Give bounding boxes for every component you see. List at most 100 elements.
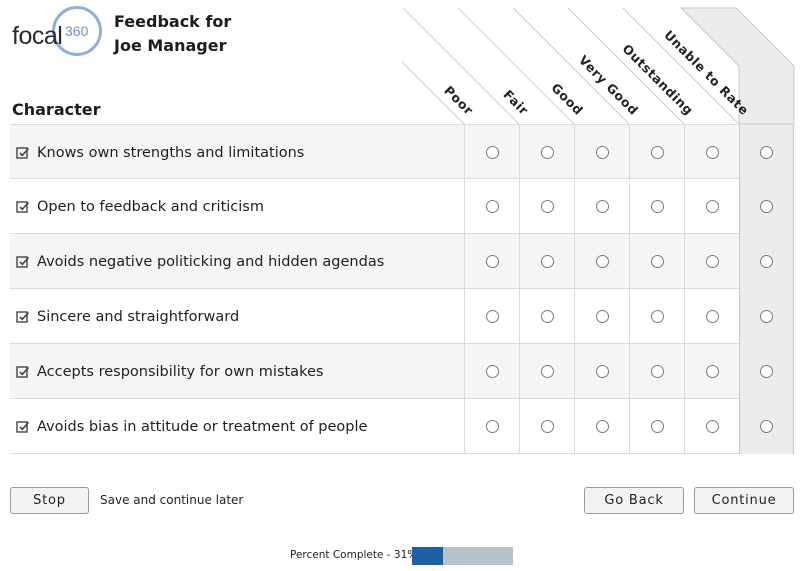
rating-cell xyxy=(464,125,519,180)
edit-checkbox-icon xyxy=(16,310,30,324)
rating-cell xyxy=(519,179,574,234)
rating-cell xyxy=(684,344,739,399)
question-row: Knows own strengths and limitations xyxy=(10,124,794,180)
rating-cell xyxy=(629,399,684,454)
rating-radio-4[interactable] xyxy=(705,420,719,433)
rating-radio-4[interactable] xyxy=(705,146,719,159)
rating-radio-0[interactable] xyxy=(485,310,499,323)
question: Knows own strengths and limitations xyxy=(16,125,304,180)
rating-cell xyxy=(574,344,629,399)
rating-radio-3[interactable] xyxy=(650,365,664,378)
edit-checkbox-icon xyxy=(16,255,30,269)
rating-radio-4[interactable] xyxy=(705,310,719,323)
rating-cell xyxy=(684,399,739,454)
rating-radio-1[interactable] xyxy=(540,420,554,433)
stop-button[interactable]: Stop xyxy=(10,487,89,514)
rating-radio-5[interactable] xyxy=(760,420,773,433)
rating-radio-4[interactable] xyxy=(705,365,719,378)
rating-radio-0[interactable] xyxy=(485,255,499,268)
rating-cell xyxy=(574,234,629,289)
question-text: Avoids negative politicking and hidden a… xyxy=(37,253,385,270)
rating-radio-5[interactable] xyxy=(760,255,773,268)
question: Avoids negative politicking and hidden a… xyxy=(16,234,384,289)
question-text: Knows own strengths and limitations xyxy=(37,144,305,161)
rating-cell xyxy=(739,125,794,180)
question-text: Accepts responsibility for own mistakes xyxy=(37,363,324,380)
rating-radio-0[interactable] xyxy=(485,200,499,213)
question-text: Open to feedback and criticism xyxy=(37,198,264,215)
rating-radio-0[interactable] xyxy=(485,420,499,433)
rating-radio-3[interactable] xyxy=(650,200,664,213)
rating-radio-5[interactable] xyxy=(760,146,773,159)
rating-radio-3[interactable] xyxy=(650,420,664,433)
question-row: Avoids bias in attitude or treatment of … xyxy=(10,399,794,454)
rating-cell xyxy=(684,179,739,234)
rating-cell xyxy=(629,289,684,344)
rating-radio-1[interactable] xyxy=(540,146,554,159)
rating-cell xyxy=(684,234,739,289)
question: Avoids bias in attitude or treatment of … xyxy=(16,399,367,454)
rating-cell xyxy=(629,179,684,234)
rating-radio-2[interactable] xyxy=(595,255,609,268)
question: Open to feedback and criticism xyxy=(16,179,264,234)
rating-radio-1[interactable] xyxy=(540,255,554,268)
rating-radio-2[interactable] xyxy=(595,146,609,159)
rating-cell xyxy=(464,399,519,454)
rating-cell xyxy=(684,289,739,344)
rating-radio-4[interactable] xyxy=(705,200,719,213)
logo-number: 360 xyxy=(65,23,89,39)
rating-cell xyxy=(574,125,629,180)
question-row: Avoids negative politicking and hidden a… xyxy=(10,234,794,289)
save-later-text: Save and continue later xyxy=(100,493,244,507)
rating-radio-5[interactable] xyxy=(760,200,773,213)
logo-word: focal xyxy=(12,22,63,50)
continue-button[interactable]: Continue xyxy=(694,487,794,514)
rating-cell xyxy=(464,234,519,289)
column-header-2: Good xyxy=(548,79,587,118)
rating-radio-4[interactable] xyxy=(705,255,719,268)
question: Accepts responsibility for own mistakes xyxy=(16,344,323,399)
rating-radio-1[interactable] xyxy=(540,310,554,323)
question: Sincere and straightforward xyxy=(16,289,239,344)
page-title-line1: Feedback for xyxy=(114,12,232,31)
page-title: Feedback for Joe Manager xyxy=(114,10,231,58)
progress-label: Percent Complete - 31% xyxy=(290,549,418,561)
rating-cell xyxy=(739,289,794,344)
go-back-button[interactable]: Go Back xyxy=(584,487,684,514)
edit-checkbox-icon xyxy=(16,420,30,434)
rating-cell xyxy=(684,125,739,180)
rating-cell xyxy=(739,399,794,454)
rating-radio-3[interactable] xyxy=(650,146,664,159)
rating-cell xyxy=(519,234,574,289)
rating-radio-2[interactable] xyxy=(595,420,609,433)
rating-radio-1[interactable] xyxy=(540,365,554,378)
rating-cell xyxy=(519,399,574,454)
rating-radio-5[interactable] xyxy=(760,310,773,323)
question-row: Accepts responsibility for own mistakes xyxy=(10,344,794,399)
rating-radio-5[interactable] xyxy=(760,365,773,378)
rating-grid: Knows own strengths and limitations Open … xyxy=(10,124,794,454)
rating-radio-2[interactable] xyxy=(595,310,609,323)
rating-cell xyxy=(739,344,794,399)
rating-cell xyxy=(519,289,574,344)
rating-radio-0[interactable] xyxy=(485,365,499,378)
rating-radio-2[interactable] xyxy=(595,365,609,378)
rating-radio-0[interactable] xyxy=(485,146,499,159)
rating-cell xyxy=(629,234,684,289)
rating-cell xyxy=(574,289,629,344)
question-row: Open to feedback and criticism xyxy=(10,179,794,234)
question-text: Sincere and straightforward xyxy=(37,308,240,325)
rating-cell xyxy=(574,179,629,234)
edit-checkbox-icon xyxy=(16,365,30,379)
section-title: Character xyxy=(12,100,101,119)
page-title-line2: Joe Manager xyxy=(114,36,227,55)
rating-cell xyxy=(519,344,574,399)
rating-cell xyxy=(464,289,519,344)
edit-checkbox-icon xyxy=(16,200,30,214)
rating-radio-2[interactable] xyxy=(595,200,609,213)
rating-cell xyxy=(464,344,519,399)
rating-radio-3[interactable] xyxy=(650,310,664,323)
rating-radio-1[interactable] xyxy=(540,200,554,213)
rating-radio-3[interactable] xyxy=(650,255,664,268)
rating-cell xyxy=(519,125,574,180)
